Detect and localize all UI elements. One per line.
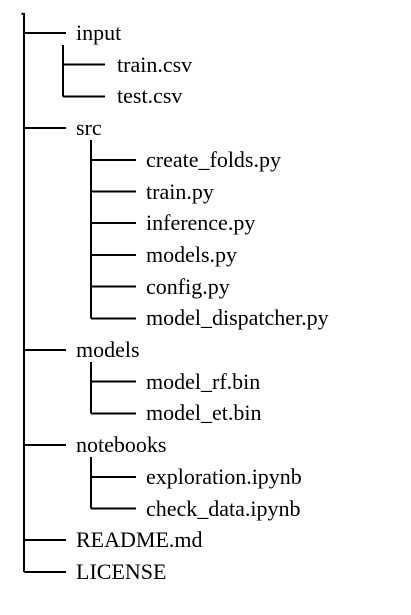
tree-node-file: train.py <box>146 178 214 204</box>
tree-node-folder-or-file: README.md <box>76 527 203 553</box>
tree-root-label: . <box>20 0 25 20</box>
tree-node-file: model_rf.bin <box>146 368 261 394</box>
tree-node-file: inference.py <box>146 210 256 236</box>
tree-node-folder-or-file: notebooks <box>76 432 167 458</box>
tree-node-file: model_dispatcher.py <box>146 305 329 331</box>
tree-node-file: model_et.bin <box>146 400 262 426</box>
tree-node-file: config.py <box>146 273 230 299</box>
tree-node-file: check_data.ipynb <box>146 495 301 521</box>
tree-node-file: models.py <box>146 241 238 267</box>
tree-node-file: train.csv <box>117 51 193 77</box>
tree-node-file: create_folds.py <box>146 146 281 172</box>
tree-node-file: exploration.ipynb <box>146 463 302 489</box>
tree-node-folder-or-file: input <box>76 20 122 45</box>
tree-node-folder-or-file: LICENSE <box>76 558 167 584</box>
tree-node-folder-or-file: models <box>76 337 140 362</box>
tree-node-folder-or-file: src <box>76 115 102 141</box>
tree-node-file: test.csv <box>117 83 183 109</box>
